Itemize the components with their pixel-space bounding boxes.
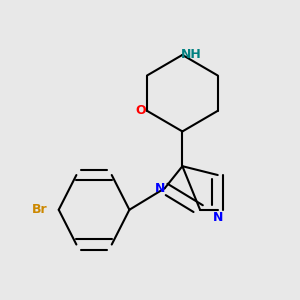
Text: NH: NH (181, 48, 202, 62)
Text: O: O (136, 104, 146, 117)
Text: N: N (155, 182, 166, 195)
Text: Br: Br (32, 203, 47, 216)
Text: N: N (212, 211, 223, 224)
